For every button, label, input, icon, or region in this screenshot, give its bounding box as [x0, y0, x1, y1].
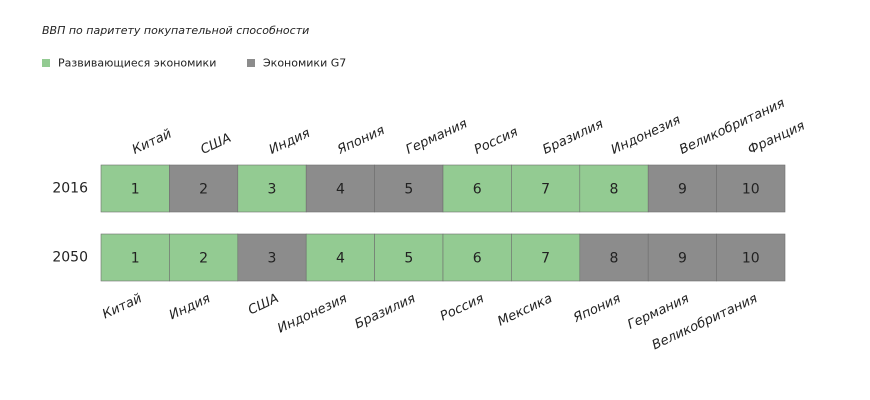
- country-label: США: [246, 291, 281, 318]
- country-label: Мексика: [495, 291, 554, 329]
- rank-cell: [374, 164, 444, 213]
- country-label: Китай: [100, 291, 144, 322]
- rank-cell: [716, 233, 786, 282]
- rank-cell: [511, 164, 581, 213]
- rank-number: 4: [336, 182, 345, 198]
- rank-number: 5: [404, 251, 413, 267]
- legend-label: Развивающиеся экономики: [58, 57, 216, 70]
- country-label: Россия: [438, 291, 487, 324]
- rank-number: 10: [742, 251, 760, 267]
- country-label: Россия: [472, 125, 521, 158]
- rank-number: 2: [199, 182, 208, 198]
- rank-cell: [579, 233, 649, 282]
- rank-number: 1: [131, 251, 140, 267]
- rank-cell: [237, 233, 307, 282]
- country-label: Индия: [267, 126, 313, 158]
- rank-cell: [442, 164, 512, 213]
- rank-cell: [647, 164, 717, 213]
- country-label: Индонезия: [609, 112, 683, 157]
- year-label: 2016: [52, 181, 88, 197]
- rank-number: 8: [610, 251, 619, 267]
- rank-number: 1: [131, 182, 140, 198]
- rank-cell: [716, 164, 786, 213]
- rank-number: 3: [268, 251, 277, 267]
- rank-number: 10: [742, 182, 760, 198]
- rank-number: 5: [404, 182, 413, 198]
- rank-number: 8: [610, 182, 619, 198]
- rank-number: 2: [199, 251, 208, 267]
- legend-label: Экономики G7: [263, 57, 346, 70]
- rank-number: 7: [541, 182, 550, 198]
- rank-cell: [305, 233, 375, 282]
- rank-cell: [579, 164, 649, 213]
- country-label: Германия: [404, 116, 470, 158]
- rank-number: 6: [473, 251, 482, 267]
- rank-cell: [305, 164, 375, 213]
- country-label: Япония: [570, 291, 623, 326]
- rank-cell: [169, 164, 239, 213]
- country-label: Япония: [334, 123, 387, 158]
- legend-swatch: [247, 59, 255, 67]
- rank-cell: [100, 164, 170, 213]
- country-label: США: [198, 131, 233, 158]
- rank-cell: [511, 233, 581, 282]
- country-label: Китай: [130, 127, 174, 158]
- rank-cell: [169, 233, 239, 282]
- rank-number: 7: [541, 251, 550, 267]
- legend-swatch: [42, 59, 50, 67]
- rank-number: 9: [678, 182, 687, 198]
- rank-cell: [100, 233, 170, 282]
- year-label: 2050: [52, 250, 88, 266]
- rank-number: 6: [473, 182, 482, 198]
- rank-number: 4: [336, 251, 345, 267]
- rank-number: 9: [678, 251, 687, 267]
- country-label: Бразилия: [353, 291, 418, 332]
- subtitle: ВВП по паритету покупательной способност…: [42, 24, 309, 37]
- country-label: Индонезия: [275, 291, 349, 336]
- rank-cell: [237, 164, 307, 213]
- country-label: Бразилия: [540, 117, 605, 158]
- rank-number: 3: [268, 182, 277, 198]
- country-label: Индия: [167, 291, 213, 323]
